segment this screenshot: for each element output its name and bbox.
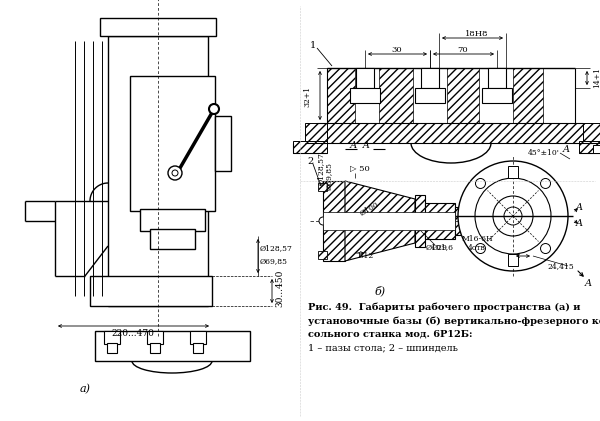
Bar: [593, 145, 600, 153]
Bar: [327, 68, 355, 123]
Bar: [323, 212, 455, 230]
Circle shape: [319, 217, 327, 225]
Text: 14+1: 14+1: [593, 67, 600, 88]
Bar: [150, 229, 195, 249]
Bar: [104, 331, 120, 344]
Text: ▷ 50: ▷ 50: [350, 165, 370, 173]
Bar: [447, 68, 479, 123]
Text: 1:12: 1:12: [356, 252, 374, 260]
Bar: [583, 123, 600, 143]
Text: 70: 70: [458, 46, 469, 54]
Bar: [130, 76, 215, 211]
Bar: [350, 88, 380, 103]
Bar: [379, 68, 413, 123]
Text: Рис. 49.  Габариты рабочего пространства (а) и: Рис. 49. Габариты рабочего пространства …: [308, 303, 580, 312]
Bar: [488, 68, 506, 88]
Bar: [317, 123, 600, 143]
Circle shape: [172, 170, 178, 176]
Bar: [415, 195, 425, 247]
Text: Ø29: Ø29: [432, 244, 448, 252]
Text: Ø100: Ø100: [359, 200, 381, 218]
Text: Ø69,85: Ø69,85: [260, 257, 288, 265]
Text: 1 – пазы стола; 2 – шпиндель: 1 – пазы стола; 2 – шпиндель: [308, 343, 458, 352]
Bar: [425, 203, 455, 239]
Bar: [305, 123, 327, 143]
Text: 220...470: 220...470: [112, 330, 154, 338]
Circle shape: [475, 179, 485, 189]
Text: 24,415: 24,415: [548, 262, 574, 270]
Bar: [190, 331, 206, 344]
Text: Ø101,6: Ø101,6: [426, 243, 454, 251]
Bar: [147, 331, 163, 344]
Circle shape: [458, 161, 568, 271]
Bar: [215, 116, 231, 171]
Text: а): а): [79, 384, 91, 394]
Text: установочные базы (б) вертикально-фрезерного кон-: установочные базы (б) вертикально-фрезер…: [308, 316, 600, 325]
Text: Ø128,57: Ø128,57: [260, 244, 293, 252]
Text: 45°±10': 45°±10': [528, 149, 560, 157]
Text: 18Н8: 18Н8: [465, 30, 489, 38]
Text: 32+1: 32+1: [303, 85, 311, 107]
Bar: [90, 276, 212, 306]
Bar: [107, 343, 117, 353]
Text: Ø128,57: Ø128,57: [317, 152, 325, 185]
Bar: [579, 141, 600, 153]
Text: б): б): [374, 285, 386, 296]
Bar: [318, 183, 327, 191]
Bar: [150, 343, 160, 353]
Circle shape: [475, 178, 551, 254]
Text: М16-6Н: М16-6Н: [461, 235, 493, 243]
Text: A: A: [584, 279, 592, 288]
Circle shape: [168, 166, 182, 180]
Bar: [140, 209, 205, 231]
Text: A: A: [576, 203, 583, 213]
Text: 30...450: 30...450: [275, 269, 284, 306]
Bar: [100, 18, 216, 36]
Circle shape: [493, 196, 533, 236]
Bar: [513, 68, 543, 123]
Circle shape: [209, 104, 219, 114]
Text: Ø69,85: Ø69,85: [325, 162, 333, 190]
Bar: [421, 68, 439, 88]
Text: А  А: А А: [349, 141, 371, 150]
Text: 1: 1: [310, 42, 316, 51]
Bar: [193, 343, 203, 353]
Bar: [482, 88, 512, 103]
Bar: [318, 251, 327, 259]
Text: 4отв: 4отв: [468, 244, 486, 252]
Bar: [323, 181, 345, 261]
Text: 2: 2: [307, 157, 313, 165]
Text: A: A: [576, 219, 583, 229]
Bar: [293, 141, 327, 153]
Bar: [508, 254, 518, 266]
Polygon shape: [345, 181, 415, 261]
Circle shape: [541, 179, 551, 189]
Text: сольного станка мод. 6Р12Б:: сольного станка мод. 6Р12Б:: [308, 329, 473, 338]
Bar: [108, 36, 208, 306]
Bar: [356, 68, 374, 88]
Circle shape: [541, 243, 551, 253]
Bar: [415, 88, 445, 103]
Bar: [455, 207, 470, 235]
Bar: [95, 331, 250, 361]
Circle shape: [504, 207, 522, 225]
Bar: [508, 166, 518, 178]
Text: 30: 30: [392, 46, 403, 54]
Circle shape: [475, 243, 485, 253]
Text: A: A: [563, 144, 569, 154]
